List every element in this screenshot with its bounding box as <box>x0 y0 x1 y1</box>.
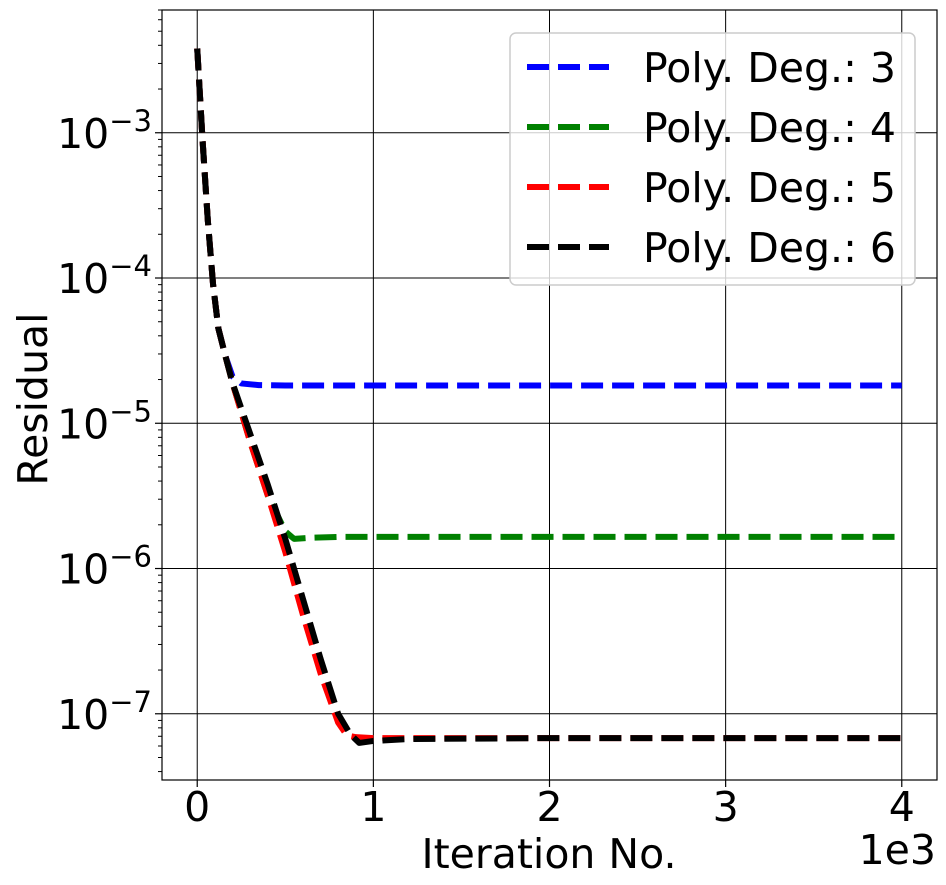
y-tick-label: 10−3 <box>57 104 152 158</box>
x-tick-label: 3 <box>713 783 739 831</box>
legend: Poly. Deg.: 3 Poly. Deg.: 4 Poly. Deg.: 5 P… <box>509 32 916 286</box>
series-line-6 <box>194 48 902 746</box>
y-tick-label: 10−7 <box>57 685 152 739</box>
series-line-3 <box>194 48 902 389</box>
legend-label: Poly. Deg.: 4 <box>643 104 896 152</box>
x-offset-label: 1e3 <box>859 826 936 874</box>
y-axis-label: Residual <box>9 312 57 485</box>
legend-label: Poly. Deg.: 3 <box>643 44 896 92</box>
legend-items: Poly. Deg.: 3 Poly. Deg.: 4 Poly. Deg.: 5 P… <box>527 44 896 272</box>
x-tick-label: 2 <box>536 783 562 831</box>
legend-box <box>509 32 916 286</box>
x-tick-label: 4 <box>889 783 915 831</box>
legend-label: Poly. Deg.: 5 <box>643 164 896 212</box>
y-tick-label: 10−5 <box>57 394 152 448</box>
legend-label: Poly. Deg.: 6 <box>643 224 896 272</box>
y-minor-ticks <box>158 9 162 773</box>
y-tick-label: 10−6 <box>57 540 152 594</box>
x-tick-label: 1 <box>360 783 386 831</box>
x-tick-label: 0 <box>184 783 210 831</box>
x-axis-label: Iteration No. <box>421 830 676 878</box>
y-tick-label: 10−4 <box>57 249 152 303</box>
x-ticks: 0 1 2 3 4 <box>184 780 915 831</box>
y-ticks: 10−3 10−4 10−5 10−6 10−7 <box>57 104 162 739</box>
series-lines <box>194 48 902 746</box>
